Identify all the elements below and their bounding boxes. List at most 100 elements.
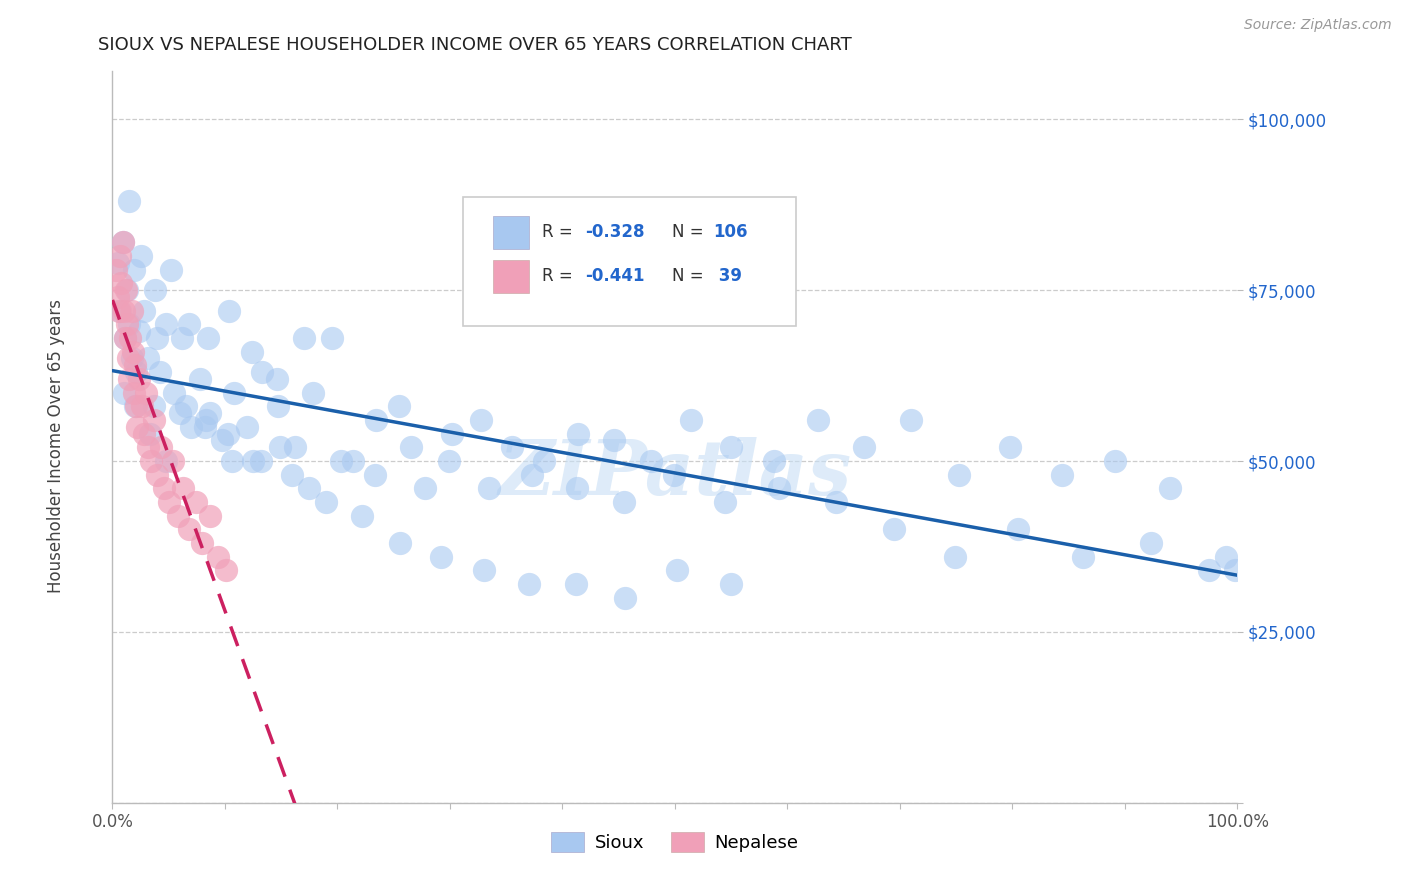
- Point: [388, 400, 411, 414]
- Point: [111, 235, 134, 250]
- Point: [163, 385, 186, 400]
- Point: [242, 454, 264, 468]
- Point: [363, 467, 385, 482]
- Point: [517, 577, 540, 591]
- Point: [441, 426, 464, 441]
- Point: [121, 344, 143, 359]
- Point: [567, 426, 589, 441]
- Point: [122, 385, 145, 400]
- Point: [124, 359, 146, 373]
- Point: [174, 400, 197, 414]
- Point: [437, 454, 460, 468]
- Point: [762, 454, 785, 468]
- Point: [177, 318, 200, 332]
- Text: N =: N =: [672, 268, 709, 285]
- Point: [1223, 563, 1246, 577]
- Text: R =: R =: [543, 268, 578, 285]
- Point: [211, 434, 233, 448]
- Text: SIOUX VS NEPALESE HOUSEHOLDER INCOME OVER 65 YEARS CORRELATION CHART: SIOUX VS NEPALESE HOUSEHOLDER INCOME OVE…: [98, 36, 852, 54]
- Point: [807, 413, 830, 427]
- Point: [292, 331, 315, 345]
- Point: [284, 440, 307, 454]
- Point: [221, 454, 243, 468]
- Point: [149, 440, 172, 454]
- Point: [146, 331, 169, 345]
- Bar: [492, 260, 529, 293]
- Point: [114, 331, 136, 345]
- Point: [191, 536, 214, 550]
- Point: [389, 536, 412, 550]
- Text: -0.441: -0.441: [585, 268, 644, 285]
- Point: [501, 440, 523, 454]
- Point: [129, 249, 152, 263]
- Point: [478, 481, 501, 495]
- Point: [217, 426, 239, 441]
- Point: [250, 365, 273, 379]
- Point: [110, 277, 132, 291]
- Text: N =: N =: [672, 223, 709, 241]
- Point: [132, 426, 155, 441]
- Point: [169, 406, 191, 420]
- Point: [1007, 522, 1029, 536]
- Point: [188, 372, 211, 386]
- Point: [120, 331, 142, 345]
- Point: [110, 303, 132, 318]
- Point: [714, 495, 737, 509]
- Point: [342, 454, 364, 468]
- Point: [298, 481, 321, 495]
- Point: [124, 400, 146, 414]
- Point: [883, 522, 905, 536]
- Point: [107, 256, 129, 270]
- Point: [472, 563, 495, 577]
- Point: [157, 495, 180, 509]
- Point: [267, 400, 290, 414]
- Point: [720, 440, 742, 454]
- Point: [614, 591, 637, 605]
- Point: [266, 372, 288, 386]
- Text: Source: ZipAtlas.com: Source: ZipAtlas.com: [1244, 18, 1392, 32]
- Point: [138, 351, 160, 366]
- Point: [108, 303, 131, 318]
- Point: [666, 563, 689, 577]
- Point: [155, 454, 177, 468]
- Point: [200, 508, 222, 523]
- Point: [149, 365, 172, 379]
- Point: [153, 481, 176, 495]
- Point: [315, 495, 337, 509]
- Point: [430, 549, 453, 564]
- Point: [125, 400, 148, 414]
- Point: [329, 454, 352, 468]
- Point: [143, 283, 166, 297]
- Point: [207, 549, 229, 564]
- Point: [139, 454, 162, 468]
- Point: [200, 406, 222, 420]
- Point: [1104, 454, 1126, 468]
- Point: [613, 495, 636, 509]
- Point: [720, 577, 742, 591]
- Point: [160, 262, 183, 277]
- Text: 106: 106: [713, 223, 748, 241]
- Point: [114, 331, 136, 345]
- Text: Householder Income Over 65 years: Householder Income Over 65 years: [48, 299, 65, 593]
- Point: [768, 481, 790, 495]
- Text: R =: R =: [543, 223, 578, 241]
- Point: [321, 331, 343, 345]
- Point: [218, 303, 240, 318]
- Point: [112, 303, 135, 318]
- Point: [1215, 549, 1237, 564]
- Point: [118, 372, 141, 386]
- Point: [679, 413, 702, 427]
- Point: [177, 522, 200, 536]
- Point: [143, 413, 166, 427]
- Point: [118, 318, 141, 332]
- Point: [194, 413, 217, 427]
- Point: [138, 426, 160, 441]
- Point: [162, 454, 184, 468]
- Point: [121, 351, 143, 366]
- Point: [184, 495, 207, 509]
- Point: [948, 467, 970, 482]
- Point: [138, 440, 160, 454]
- Point: [104, 262, 127, 277]
- Point: [301, 385, 323, 400]
- Point: [115, 318, 138, 332]
